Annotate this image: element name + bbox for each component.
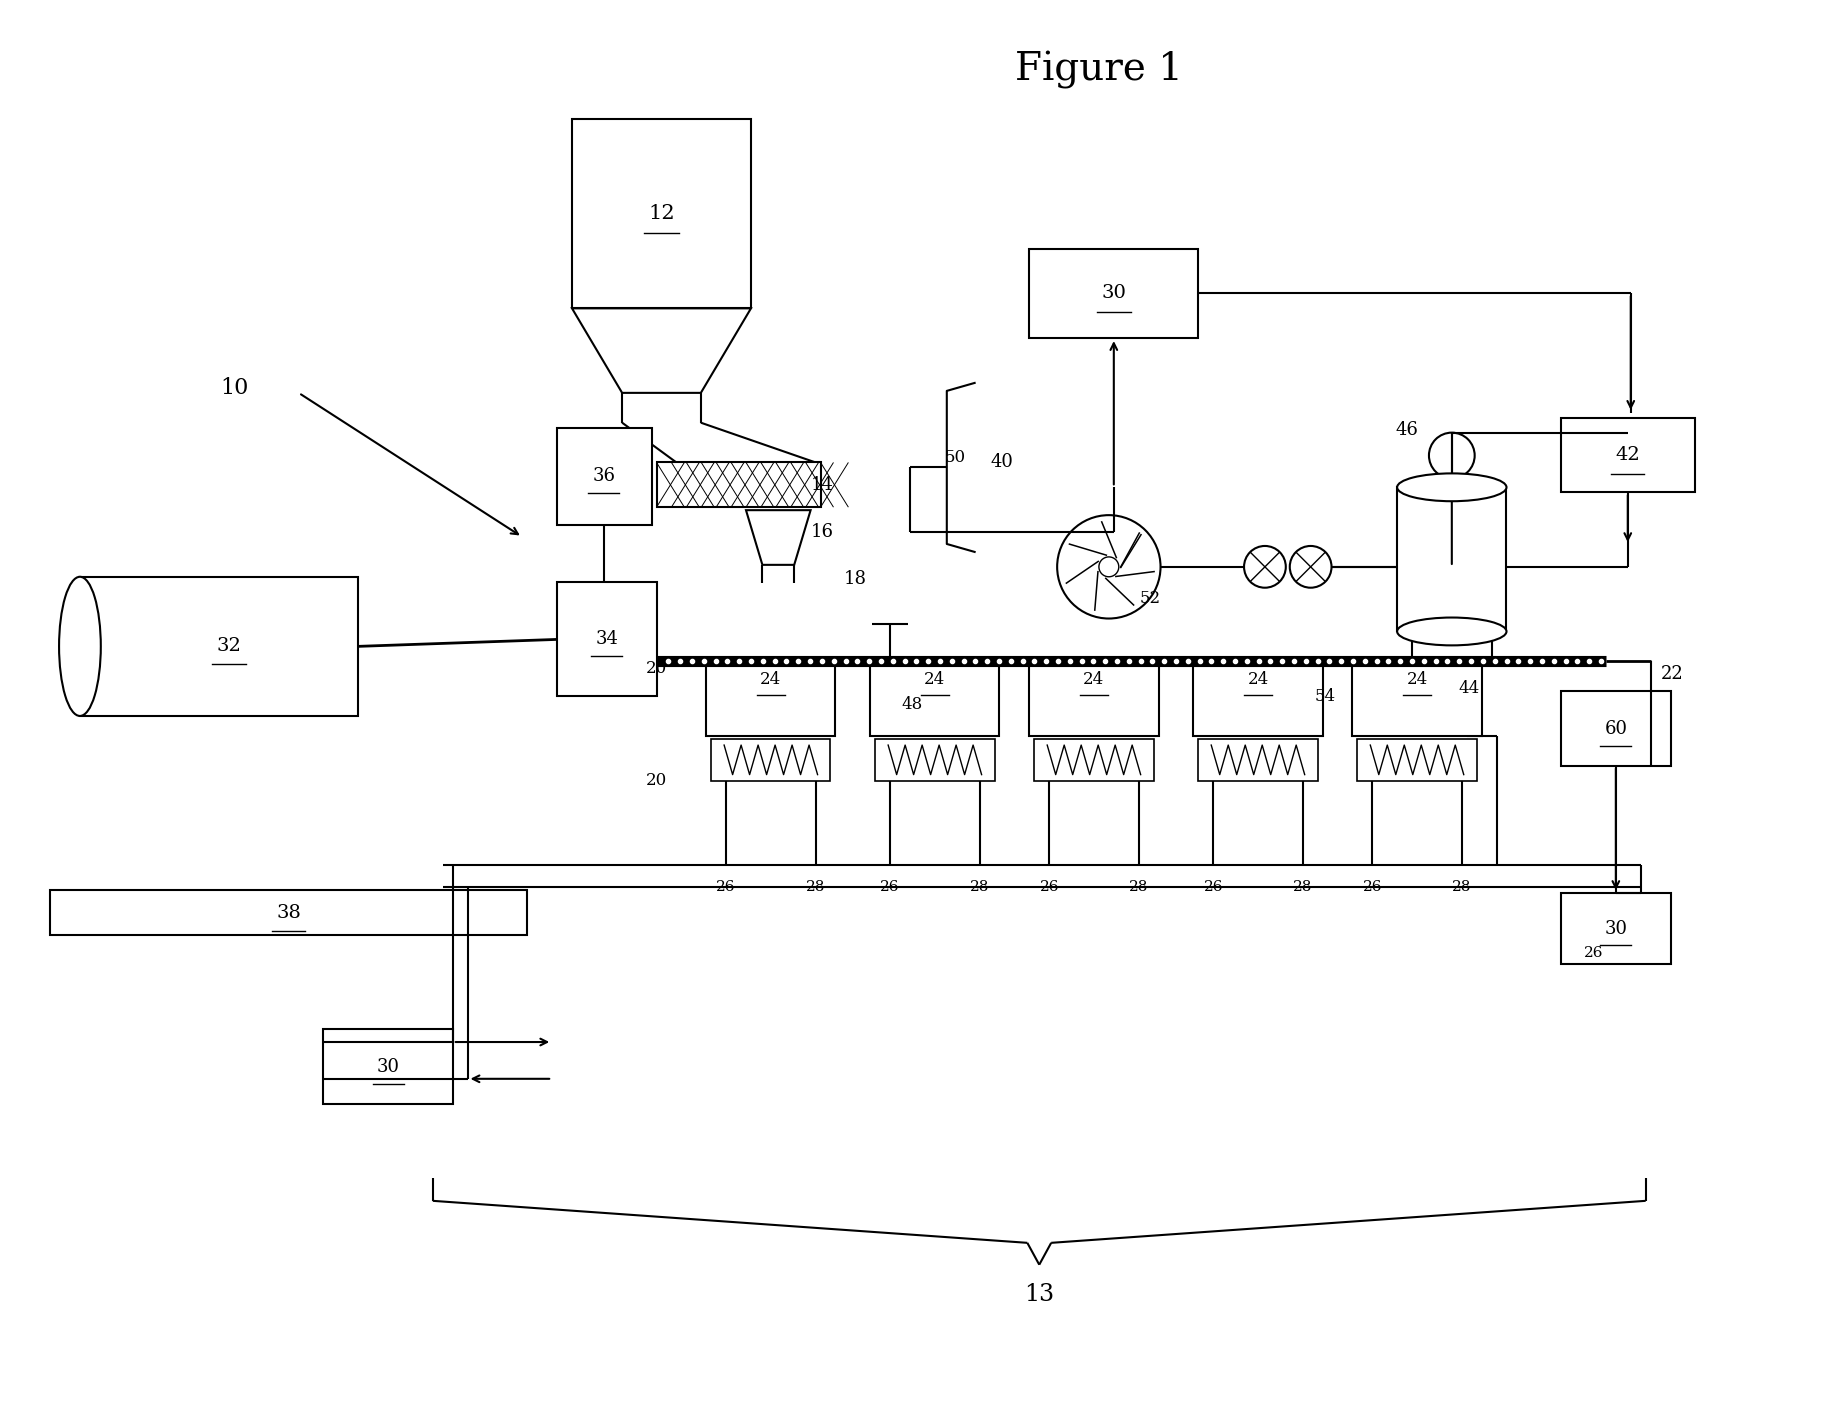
Text: 40: 40 — [990, 453, 1012, 472]
Bar — [1199, 739, 1317, 780]
Bar — [1352, 661, 1482, 736]
Bar — [1560, 893, 1670, 964]
Bar — [875, 739, 994, 780]
Text: 42: 42 — [1615, 446, 1641, 464]
Bar — [49, 889, 528, 935]
Text: 24: 24 — [1248, 671, 1268, 688]
Text: 38: 38 — [276, 903, 301, 922]
Text: 28: 28 — [1294, 879, 1312, 893]
Text: 12: 12 — [649, 204, 674, 224]
Text: 28: 28 — [970, 879, 988, 893]
Text: 24: 24 — [1083, 671, 1105, 688]
Text: 34: 34 — [596, 630, 618, 649]
Bar — [1398, 487, 1507, 632]
Text: 26: 26 — [716, 879, 736, 893]
Bar — [1029, 661, 1158, 736]
Bar — [707, 661, 835, 736]
Text: 26: 26 — [1363, 879, 1381, 893]
Text: 52: 52 — [1140, 590, 1162, 607]
Bar — [572, 119, 751, 309]
Text: Figure 1: Figure 1 — [1016, 51, 1182, 89]
Text: 26: 26 — [1204, 879, 1222, 893]
Ellipse shape — [1398, 473, 1507, 501]
Bar — [1560, 418, 1695, 493]
Text: 20: 20 — [647, 772, 667, 789]
Bar — [711, 739, 831, 780]
Text: 16: 16 — [811, 523, 835, 541]
Text: 30: 30 — [1102, 285, 1125, 303]
Text: 30: 30 — [376, 1058, 400, 1076]
Bar — [557, 582, 656, 697]
Bar — [1193, 661, 1323, 736]
Text: 48: 48 — [901, 695, 923, 712]
Bar — [557, 428, 652, 525]
Text: 18: 18 — [844, 569, 866, 588]
Polygon shape — [572, 309, 751, 392]
Text: 26: 26 — [1584, 946, 1604, 960]
Text: 60: 60 — [1604, 719, 1628, 738]
Text: 20: 20 — [647, 660, 667, 677]
Text: 54: 54 — [1315, 688, 1336, 705]
Text: 50: 50 — [945, 449, 965, 466]
Polygon shape — [745, 510, 811, 565]
Ellipse shape — [58, 576, 100, 716]
Bar — [1034, 739, 1153, 780]
Bar — [1560, 691, 1670, 766]
Bar — [80, 576, 358, 716]
Text: 28: 28 — [806, 879, 826, 893]
Text: 24: 24 — [924, 671, 946, 688]
Text: 22: 22 — [1661, 666, 1683, 683]
Bar — [1357, 739, 1476, 780]
Text: 13: 13 — [1025, 1283, 1054, 1306]
Text: 28: 28 — [1129, 879, 1149, 893]
Text: 24: 24 — [1407, 671, 1427, 688]
Text: 26: 26 — [881, 879, 901, 893]
Text: 28: 28 — [1452, 879, 1471, 893]
Text: 36: 36 — [592, 467, 616, 486]
Bar — [870, 661, 999, 736]
Circle shape — [1098, 556, 1118, 576]
Text: 24: 24 — [760, 671, 782, 688]
Text: 46: 46 — [1396, 421, 1418, 439]
Text: 10: 10 — [219, 377, 248, 399]
Text: 30: 30 — [1604, 920, 1628, 937]
Text: 44: 44 — [1458, 680, 1480, 697]
Bar — [323, 1029, 453, 1103]
Ellipse shape — [1398, 617, 1507, 646]
Bar — [656, 463, 820, 507]
Text: 14: 14 — [811, 476, 833, 494]
Text: 26: 26 — [1040, 879, 1060, 893]
Text: 32: 32 — [217, 637, 241, 656]
Bar — [1029, 249, 1199, 338]
